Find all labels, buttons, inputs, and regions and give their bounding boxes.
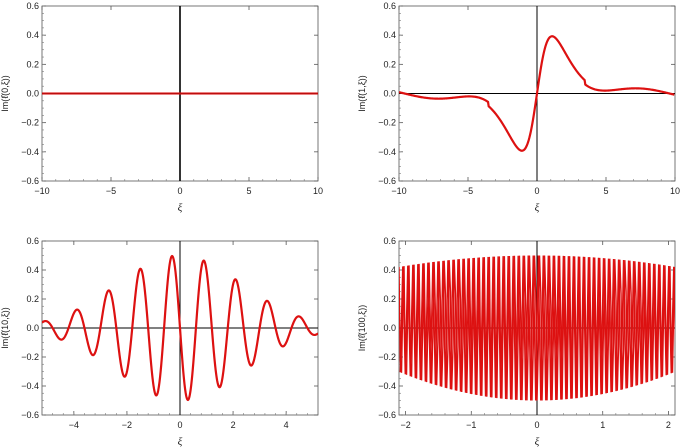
chart-panel-top-left: −10 −5 0 5 10 −0.6 −0.4 −0.2 0.0 0.2 0.4 0.6 ξ Im(ℓ̂(… [0, 1, 323, 214]
plot-area [399, 255, 675, 401]
y-tick-label: 0.4 [26, 265, 39, 275]
chart-panel-bottom-right: −2 −1 0 1 2 −0.6 −0.4 −0.2 0.0 0.2 0.4 0.6 ξ Im(ℓ̂(10… [357, 236, 676, 448]
y-tick-label: −0.4 [378, 147, 396, 157]
x-tick-label: 10 [670, 186, 680, 196]
y-tick-label: −0.2 [21, 352, 39, 362]
x-axis-title: ξ [535, 436, 540, 448]
y-tick-label: 0.4 [26, 30, 39, 40]
y-tick-label: 0.0 [383, 323, 396, 333]
plot-area [42, 254, 318, 402]
y-tick-label: −0.6 [378, 176, 396, 186]
chart-panel-top-right: −10 −5 0 5 10 −0.6 −0.4 −0.2 0.0 0.2 0.4 0.6 ξ Im(ℓ̂(… [357, 1, 680, 214]
y-tick-label: −0.4 [378, 381, 396, 391]
y-tick-label: 0.6 [26, 1, 39, 11]
y-tick-label: −0.2 [378, 118, 396, 128]
y-tick-label: −0.2 [378, 352, 396, 362]
x-tick-label: 2 [666, 420, 671, 430]
x-tick-label: 0 [534, 420, 539, 430]
y-tick-label: 0.4 [383, 30, 396, 40]
x-tick-label: −4 [69, 420, 79, 430]
y-axis-title: Im(ℓ̂(100,ξ)) [357, 305, 367, 351]
y-tick-label: −0.4 [21, 147, 39, 157]
x-tick-label: −1 [466, 420, 476, 430]
x-tick-label: 0 [177, 420, 182, 430]
x-tick-label: −10 [34, 186, 49, 196]
y-tick-label: −0.4 [21, 381, 39, 391]
x-tick-label: 5 [246, 186, 251, 196]
plot-area [399, 35, 675, 152]
y-axis-title: Im(ℓ̂(10,ξ)) [0, 307, 10, 348]
y-tick-label: −0.6 [21, 410, 39, 420]
y-tick-label: 0.2 [383, 294, 396, 304]
x-axis-title: ξ [178, 436, 183, 448]
y-tick-label: 0.2 [26, 294, 39, 304]
x-tick-label: −10 [391, 186, 406, 196]
y-tick-label: −0.2 [21, 118, 39, 128]
x-tick-label: 0 [177, 186, 182, 196]
x-tick-label: 1 [600, 420, 605, 430]
series-line-2 [399, 255, 675, 401]
y-tick-label: −0.6 [21, 176, 39, 186]
x-tick-label: 10 [313, 186, 323, 196]
y-tick-label: 0.2 [383, 59, 396, 69]
y-tick-label: 0.6 [383, 1, 396, 11]
y-axis-title: Im(ℓ̂(1,ξ)) [357, 75, 367, 111]
y-tick-label: 0.6 [383, 236, 396, 246]
y-tick-label: 0.4 [383, 265, 396, 275]
chart-panel-bottom-left: −4 −2 0 2 4 −0.6 −0.4 −0.2 0.0 0.2 0.4 0.6 ξ Im(ℓ̂(10… [0, 236, 319, 448]
x-tick-label: 5 [603, 186, 608, 196]
x-axis-title: ξ [535, 202, 540, 214]
series-line [399, 255, 675, 401]
series-line [42, 254, 318, 402]
series-line [399, 35, 675, 152]
x-tick-label: −2 [122, 420, 132, 430]
x-tick-label: 2 [231, 420, 236, 430]
y-tick-label: −0.6 [378, 410, 396, 420]
x-tick-label: −5 [106, 186, 116, 196]
y-tick-label: 0.2 [26, 59, 39, 69]
y-tick-label: 0.6 [26, 236, 39, 246]
x-tick-label: 4 [284, 420, 289, 430]
x-tick-label: −5 [463, 186, 473, 196]
y-axis-title: Im(ℓ̂(0,ξ)) [0, 75, 10, 111]
x-tick-label: 0 [534, 186, 539, 196]
y-tick-label: 0.0 [26, 89, 39, 99]
y-tick-label: 0.0 [26, 323, 39, 333]
x-axis-title: ξ [178, 202, 183, 214]
y-tick-label: 0.0 [383, 89, 396, 99]
x-tick-label: −2 [400, 420, 410, 430]
